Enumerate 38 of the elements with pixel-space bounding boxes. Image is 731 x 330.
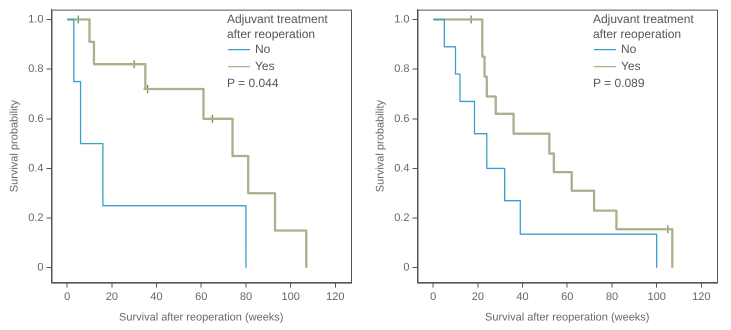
x-tick-label: 120	[326, 291, 345, 304]
x-tick-label: 40	[516, 291, 529, 304]
legend-label: Yes	[255, 58, 275, 73]
x-tick-label: 20	[472, 291, 484, 304]
x-tick-label: 0	[64, 291, 70, 304]
y-tick-label: 0.4	[394, 162, 410, 174]
legend-label: No	[255, 42, 271, 56]
x-tick-label: 60	[561, 291, 574, 304]
x-tick-label: 100	[281, 291, 300, 304]
x-tick-label: 40	[150, 291, 163, 304]
y-tick-label: 0.2	[394, 212, 410, 224]
y-tick-label: 0.6	[394, 112, 410, 125]
x-tick-label: 0	[430, 291, 436, 304]
x-tick-label: 120	[692, 291, 711, 304]
y-tick-label: 0.4	[28, 162, 44, 174]
y-tick-label: 0.8	[28, 63, 44, 76]
legend-title: Adjuvant treatment after reoperation	[227, 12, 328, 41]
x-tick-label: 60	[195, 291, 208, 304]
legend-label: No	[621, 42, 637, 56]
y-axis-title: Survival probability	[374, 99, 387, 192]
x-tick-label: 80	[240, 291, 252, 304]
y-tick-label: 1.0	[394, 14, 410, 26]
legend-title: Adjuvant treatment after reoperation	[593, 12, 694, 41]
annotation: P = 0.044	[227, 76, 279, 90]
x-tick-label: 100	[647, 291, 666, 304]
y-axis-title: Survival probability	[8, 99, 21, 192]
y-tick-label: 0	[37, 262, 44, 274]
y-tick-label: 1.0	[28, 14, 44, 26]
x-axis-title: Survival after reoperation (weeks)	[119, 311, 284, 324]
x-tick-label: 80	[606, 291, 618, 304]
x-tick-label: 20	[106, 291, 118, 304]
y-tick-label: 0.8	[394, 63, 410, 76]
annotation: P = 0.089	[593, 76, 645, 90]
x-axis-title: Survival after reoperation (weeks)	[485, 311, 650, 324]
y-tick-label: 0.6	[28, 112, 44, 125]
y-tick-label: 0	[403, 262, 410, 274]
legend-label: Yes	[621, 58, 641, 73]
y-tick-label: 0.2	[28, 212, 44, 224]
